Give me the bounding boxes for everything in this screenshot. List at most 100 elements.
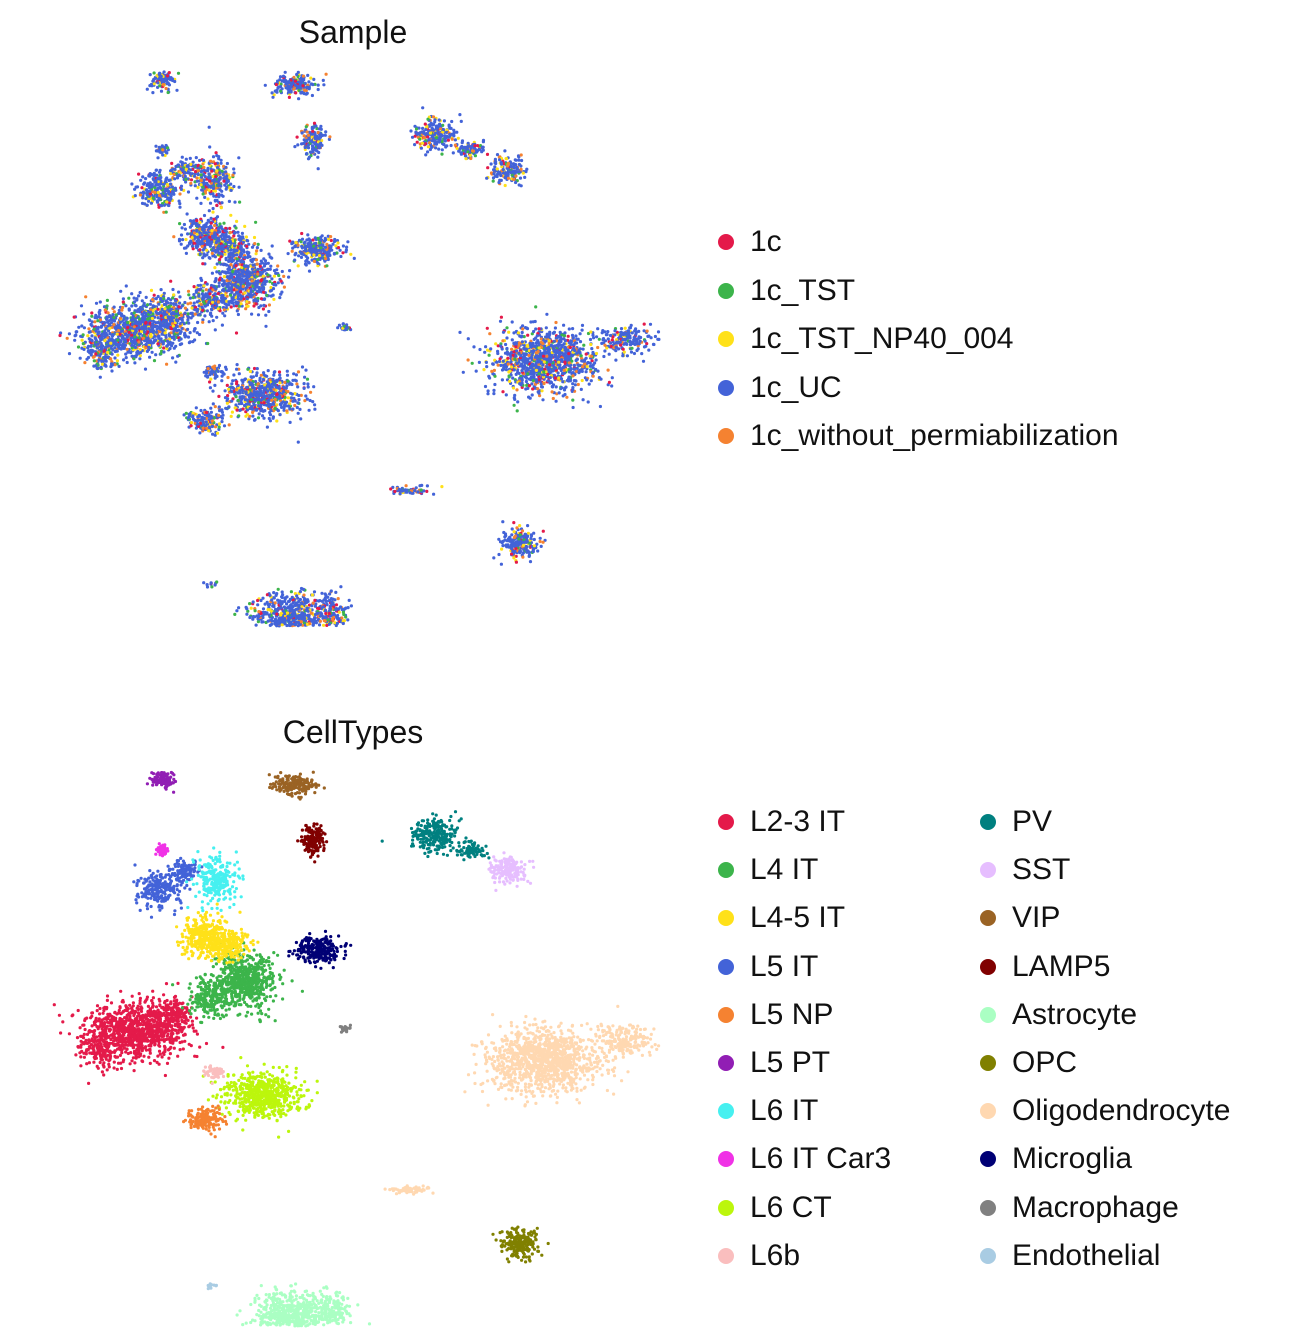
- cell-point: [201, 256, 205, 260]
- cell-point: [221, 300, 225, 304]
- cell-point: [123, 339, 127, 343]
- cell-point: [213, 286, 217, 290]
- cell-point: [201, 289, 205, 293]
- cell-point: [90, 339, 94, 343]
- cell-point: [177, 173, 181, 177]
- cell-point: [148, 310, 153, 314]
- cell-point: [227, 287, 231, 291]
- cell-point: [171, 189, 175, 193]
- cell-point: [124, 304, 128, 308]
- cell-point: [275, 378, 279, 382]
- cell-point: [145, 203, 149, 207]
- cell-point: [226, 375, 230, 380]
- cell-point: [256, 267, 260, 271]
- cell-point: [296, 440, 300, 444]
- cell-point: [314, 148, 318, 152]
- cell-point: [246, 239, 250, 243]
- cell-point: [160, 307, 164, 311]
- cell-point: [305, 138, 309, 142]
- cell-point: [418, 137, 422, 141]
- cell-point: [227, 387, 231, 391]
- cell-point: [156, 334, 161, 338]
- cell-point: [232, 184, 236, 189]
- cell-point: [243, 256, 247, 260]
- cell-point: [288, 382, 292, 386]
- cell-point: [143, 325, 147, 329]
- cell-point: [317, 254, 322, 258]
- cell-point: [320, 234, 324, 238]
- cell-point: [306, 143, 310, 147]
- cell-point: [232, 304, 236, 308]
- cell-point: [205, 183, 209, 187]
- cell-point: [273, 383, 277, 387]
- cell-point: [268, 280, 272, 284]
- cell-point: [186, 318, 190, 322]
- cell-point: [156, 342, 160, 346]
- cell-point: [113, 363, 117, 367]
- cell-point: [240, 401, 244, 406]
- cell-point: [316, 83, 320, 87]
- cell-point: [248, 255, 252, 259]
- cell-point: [89, 322, 93, 327]
- cell-point: [156, 190, 160, 195]
- cell-point: [172, 337, 176, 341]
- cell-point: [213, 292, 218, 296]
- cell-point: [189, 219, 193, 223]
- cell-point: [106, 329, 111, 333]
- cell-point: [241, 407, 245, 411]
- cell-point: [104, 327, 108, 331]
- cell-point: [192, 236, 196, 240]
- cell-point: [295, 72, 299, 77]
- cell-point: [244, 307, 248, 311]
- cluster-car3: [154, 143, 170, 160]
- cell-point: [186, 312, 190, 316]
- cell-point: [133, 341, 137, 346]
- cell-point: [141, 196, 145, 200]
- cell-point: [244, 390, 248, 394]
- cell-point: [146, 317, 150, 321]
- cell-point: [250, 293, 254, 297]
- cell-point: [107, 322, 112, 326]
- cell-point: [178, 322, 182, 326]
- cell-point: [156, 81, 160, 85]
- cell-point: [225, 263, 229, 267]
- cell-point: [311, 129, 315, 134]
- cell-point: [341, 251, 345, 255]
- cell-point: [299, 79, 303, 83]
- cell-point: [260, 283, 264, 287]
- cell-point: [301, 74, 306, 78]
- cell-point: [184, 237, 188, 242]
- cell-point: [437, 147, 441, 151]
- cell-point: [196, 236, 200, 240]
- cell-point: [173, 167, 177, 171]
- cell-point: [196, 172, 200, 177]
- cell-point: [87, 318, 91, 322]
- cell-point: [286, 379, 290, 383]
- cell-point: [213, 178, 217, 182]
- cell-point: [251, 414, 255, 418]
- cell-point: [179, 337, 183, 341]
- cell-point: [206, 367, 210, 371]
- cell-point: [267, 252, 271, 256]
- cell-point: [210, 169, 214, 173]
- cell-point: [207, 125, 211, 129]
- cell-point: [207, 256, 211, 260]
- cell-point: [76, 345, 81, 349]
- cell-point: [176, 354, 180, 358]
- cell-point: [188, 331, 192, 335]
- cell-point: [266, 261, 270, 265]
- cell-point: [195, 232, 199, 236]
- cell-point: [180, 155, 184, 159]
- cell-point: [113, 349, 117, 354]
- cell-point: [100, 362, 105, 366]
- cell-point: [270, 244, 274, 248]
- cell-point: [323, 245, 327, 249]
- cell-point: [211, 402, 215, 406]
- cell-point: [307, 80, 311, 84]
- cell-point: [243, 224, 247, 228]
- cell-point: [90, 311, 94, 315]
- cell-point: [302, 241, 306, 245]
- cell-point: [137, 336, 141, 340]
- cell-point: [220, 201, 224, 205]
- cell-point: [90, 334, 94, 338]
